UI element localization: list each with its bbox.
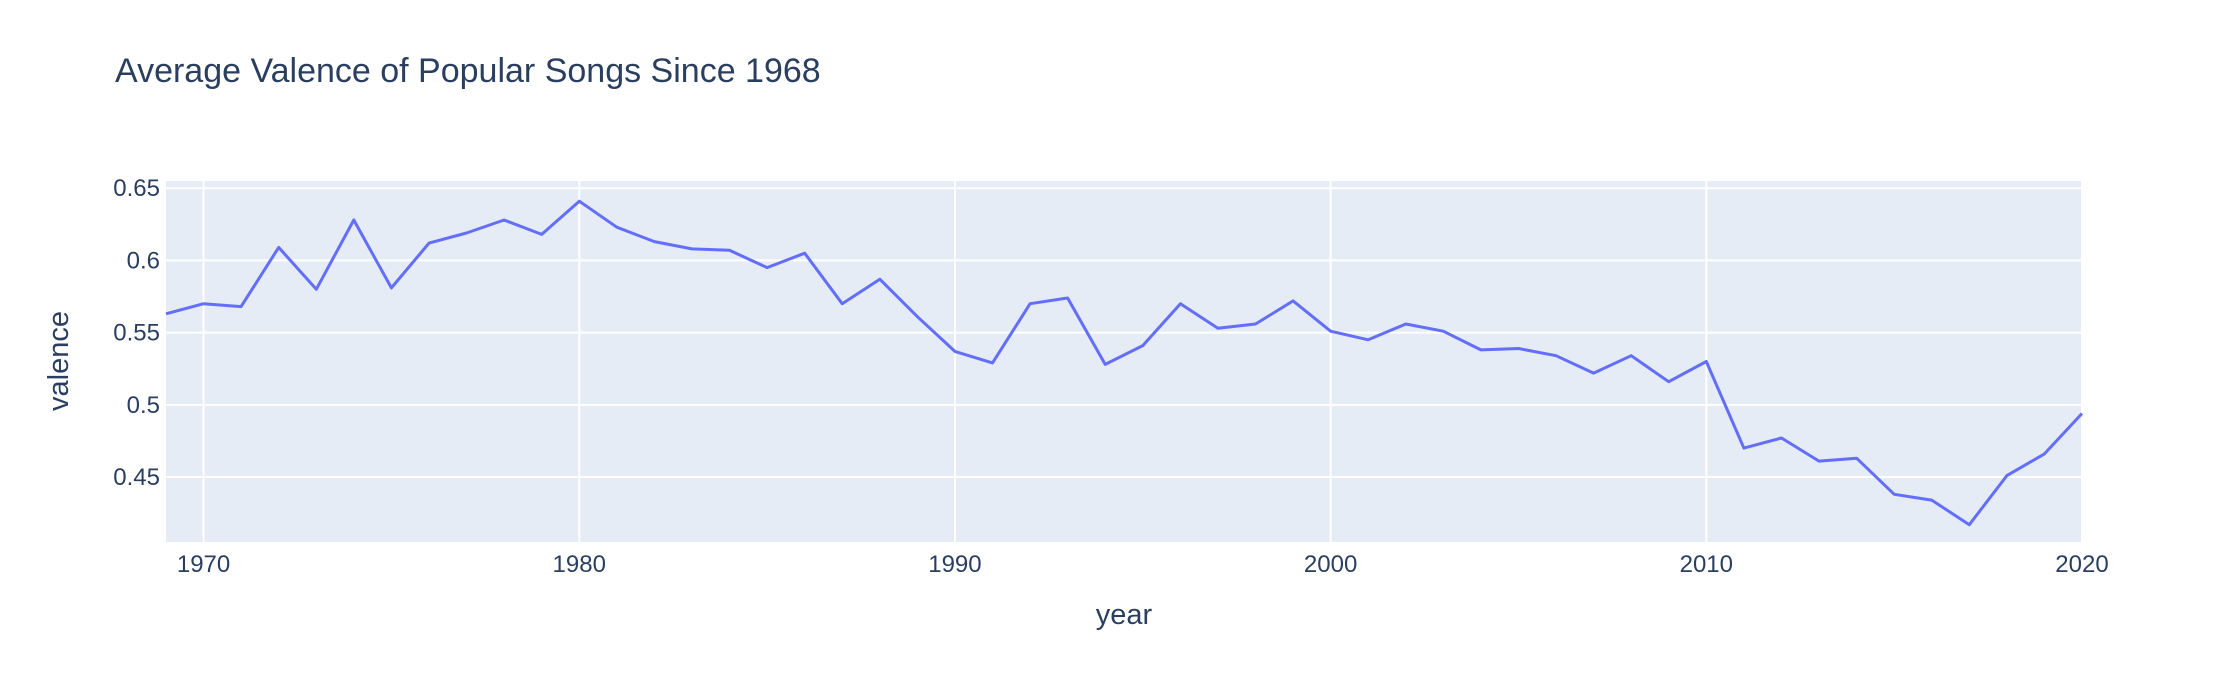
x-tick-label: 2010 bbox=[1680, 551, 1733, 578]
y-tick-label: 0.6 bbox=[127, 247, 160, 274]
y-tick-label: 0.65 bbox=[113, 175, 160, 202]
x-tick-label: 1970 bbox=[177, 551, 230, 578]
y-axis-title: valence bbox=[43, 311, 75, 411]
x-tick-label: 1980 bbox=[553, 551, 606, 578]
chart-title: Average Valence of Popular Songs Since 1… bbox=[115, 52, 821, 90]
x-axis-ticks: 1970 1980 1990 2000 2010 2020 bbox=[177, 551, 2109, 578]
y-tick-label: 0.45 bbox=[113, 464, 160, 491]
x-tick-label: 1990 bbox=[928, 551, 981, 578]
y-tick-label: 0.5 bbox=[127, 392, 160, 419]
x-tick-label: 2020 bbox=[2055, 551, 2108, 578]
valence-series-line bbox=[165, 199, 2084, 527]
plot-area bbox=[166, 181, 2082, 542]
x-tick-label: 2000 bbox=[1304, 551, 1357, 578]
y-axis-ticks: 0.45 0.5 0.55 0.6 0.65 bbox=[113, 175, 160, 491]
y-gridlines bbox=[166, 187, 2082, 479]
y-tick-label: 0.55 bbox=[113, 320, 160, 347]
x-axis-title: year bbox=[1096, 599, 1153, 631]
